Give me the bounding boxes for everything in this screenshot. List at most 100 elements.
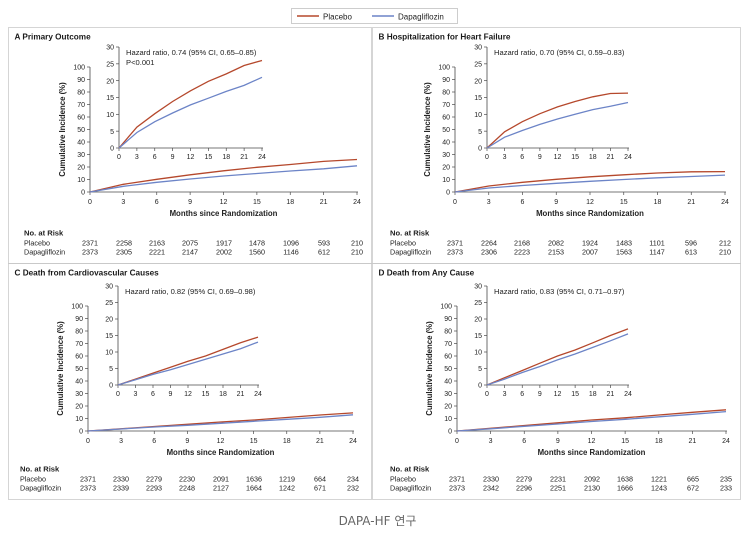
x-tick-label: 12	[588, 438, 596, 445]
x-tick-label: 15	[620, 199, 628, 206]
inset-x-tick-label: 15	[571, 154, 579, 161]
y-tick-label: 10	[75, 416, 83, 423]
inset-series-placebo-line	[118, 59, 263, 149]
inset-y-tick-label: 30	[474, 284, 482, 291]
risk-count: 235	[720, 475, 732, 484]
y-tick-label: 70	[442, 102, 450, 109]
inset-plot: 0 5 10 15 20 25 30 0 3 6 9 12 15 18 21 24 Hazard ratio, …	[105, 284, 262, 398]
risk-count: 2371	[449, 475, 465, 484]
inset-y-tick-label: 10	[105, 350, 113, 357]
inset-series-placebo-line	[486, 92, 629, 149]
panel-title-text: Primary Outcome	[22, 33, 91, 42]
panel-letter: A	[15, 33, 23, 42]
inset-y-tick-label: 15	[106, 95, 114, 102]
risk-count: 2373	[447, 248, 463, 257]
y-tick-label: 60	[444, 354, 452, 361]
x-tick-label: 21	[688, 438, 696, 445]
y-tick-label: 50	[77, 127, 85, 134]
inset-x-tick-label: 15	[204, 154, 212, 161]
y-tick-label: 30	[442, 152, 450, 159]
risk-count: 1101	[649, 239, 664, 248]
panel-b: B Hospitalization for Heart Failure 0 10 20…	[372, 27, 741, 264]
inset-y-tick-label: 0	[110, 146, 114, 153]
risk-count: 2296	[516, 484, 532, 493]
inset-series-dapagliflozin-line	[118, 76, 263, 149]
x-tick-label: 12	[220, 199, 228, 206]
risk-count: 234	[347, 475, 359, 484]
inset-y-tick-label: 15	[105, 333, 113, 340]
risk-count: 2371	[447, 239, 463, 248]
inset-y-tick-label: 10	[474, 350, 482, 357]
risk-count: 2082	[548, 239, 564, 248]
risk-count: 2231	[550, 475, 566, 484]
x-tick-label: 12	[217, 438, 225, 445]
y-tick-label: 50	[75, 366, 83, 373]
inset-y-tick-label: 5	[478, 129, 482, 136]
x-tick-label: 15	[621, 438, 629, 445]
risk-count: 2305	[116, 248, 132, 257]
inset-annotation: Hazard ratio, 0.74 (95% CI, 0.65–0.85)	[126, 48, 257, 57]
inset-y-tick-label: 10	[106, 112, 114, 119]
risk-row-label: Placebo	[20, 475, 46, 484]
inset-y-tick-label: 25	[105, 300, 113, 307]
y-tick-label: 70	[75, 341, 83, 348]
series-dapagliflozin-line	[89, 165, 358, 193]
risk-count: 1666	[617, 484, 633, 493]
inset-y-tick-label: 5	[110, 129, 114, 136]
risk-count: 210	[351, 239, 363, 248]
x-tick-label: 3	[121, 199, 125, 206]
risk-count: 2163	[149, 239, 165, 248]
y-tick-label: 80	[444, 329, 452, 336]
inset-y-tick-label: 20	[474, 78, 482, 85]
y-tick-label: 40	[442, 140, 450, 147]
risk-count: 2306	[481, 248, 497, 257]
inset-x-tick-label: 21	[237, 391, 245, 398]
y-tick-label: 60	[75, 354, 83, 361]
inset-x-tick-label: 21	[606, 391, 614, 398]
inset-plot: 0 5 10 15 20 25 30 0 3 6 9 12 15 18 21 24 Hazard ratio, …	[474, 45, 632, 161]
panel-frame	[372, 263, 741, 500]
risk-count: 1242	[279, 484, 295, 493]
risk-table-header: No. at Risk	[390, 229, 430, 238]
risk-count: 613	[685, 248, 697, 257]
y-tick-label: 90	[444, 316, 452, 323]
y-tick-label: 100	[73, 65, 85, 72]
inset-x-tick-label: 12	[554, 391, 562, 398]
risk-count: 1664	[246, 484, 262, 493]
inset-x-tick-label: 3	[135, 154, 139, 161]
risk-table-header: No. at Risk	[24, 229, 64, 238]
inset-series-placebo-line	[486, 328, 629, 386]
x-axis-title: Months since Randomization	[536, 209, 644, 218]
x-axis-title: Months since Randomization	[170, 209, 278, 218]
panel-c: C Death from Cardiovascular Causes 0 10 20 3…	[8, 263, 372, 500]
risk-count: 2279	[516, 475, 532, 484]
inset-x-tick-label: 0	[116, 391, 120, 398]
inset-x-tick-label: 24	[624, 391, 632, 398]
series-placebo-line	[454, 170, 726, 193]
risk-count: 1146	[283, 248, 298, 257]
inset-plot: 0 5 10 15 20 25 30 0 3 6 9 12 15 18 21 24 Hazard ratio, …	[106, 45, 266, 161]
inset-x-tick-label: 18	[219, 391, 227, 398]
inset-x-tick-label: 6	[520, 154, 524, 161]
risk-count: 1924	[582, 239, 598, 248]
x-tick-label: 15	[250, 438, 258, 445]
risk-count: 1096	[283, 239, 299, 248]
inset-y-tick-label: 20	[474, 317, 482, 324]
y-tick-label: 0	[448, 429, 452, 436]
risk-count: 2264	[481, 239, 497, 248]
x-tick-label: 6	[152, 438, 156, 445]
risk-count: 210	[351, 248, 363, 257]
x-tick-label: 3	[487, 199, 491, 206]
inset-series-dapagliflozin-line	[117, 341, 259, 386]
legend-label-dapagliflozin: Dapagliflozin	[398, 13, 444, 22]
risk-count: 665	[687, 475, 699, 484]
inset-x-tick-label: 18	[589, 154, 597, 161]
inset-y-tick-label: 5	[478, 366, 482, 373]
risk-count: 612	[318, 248, 330, 257]
risk-count: 2221	[149, 248, 165, 257]
inset-x-tick-label: 3	[503, 391, 507, 398]
panel-title: A Primary Outcome	[15, 33, 92, 42]
inset-x-tick-label: 9	[538, 154, 542, 161]
inset-y-tick-label: 25	[474, 61, 482, 68]
inset-x-tick-label: 9	[538, 391, 542, 398]
